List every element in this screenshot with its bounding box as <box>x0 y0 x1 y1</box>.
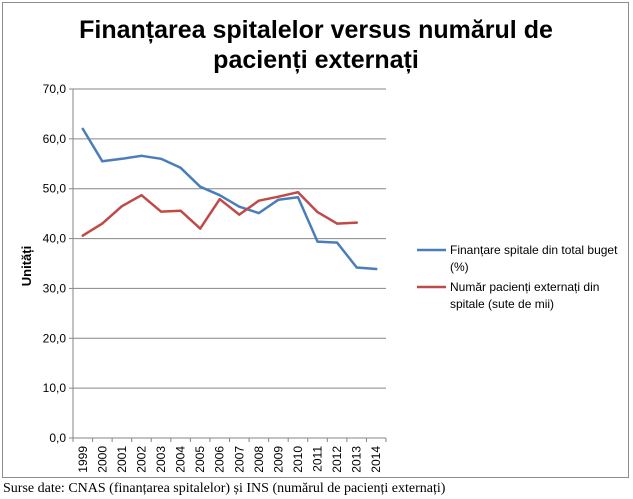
x-tick-label: 2008 <box>252 446 266 473</box>
y-axis-label: Unități <box>19 246 34 286</box>
legend-label: spitale (sute de mii) <box>450 297 554 311</box>
x-tick-label: 1999 <box>76 446 90 473</box>
x-tick-labels: 1999 2000 2001 2002 2003 2004 2005 2006 2007 2008… <box>76 446 383 473</box>
data-point <box>355 266 358 269</box>
data-point <box>277 198 280 201</box>
y-tick-label: 40,0 <box>43 232 67 246</box>
data-point <box>277 195 280 198</box>
data-point <box>199 227 202 230</box>
data-point <box>101 160 104 163</box>
x-tick-label: 2011 <box>311 446 325 472</box>
data-point <box>257 199 260 202</box>
x-tick-label: 2007 <box>232 446 246 473</box>
data-point <box>179 209 182 212</box>
data-point <box>199 185 202 188</box>
x-tick-label: 2013 <box>350 446 364 473</box>
data-point <box>81 234 85 237</box>
data-point <box>159 210 163 213</box>
y-tick-label: 20,0 <box>43 331 67 345</box>
data-point <box>218 198 221 201</box>
axes <box>72 89 387 442</box>
series-line-1 <box>81 127 378 271</box>
x-tick-label: 2002 <box>134 446 148 473</box>
y-tick-label: 10,0 <box>43 381 67 395</box>
data-point <box>140 194 143 197</box>
y-tick-label: 60,0 <box>43 132 67 146</box>
x-tick-label: 2012 <box>330 446 344 473</box>
data-point <box>238 205 241 208</box>
x-tick-label: 2001 <box>115 446 129 473</box>
chart-title-line: pacienți externați <box>213 46 419 74</box>
y-tick-labels: 0,0 10,0 20,0 30,0 40,0 50,0 60,0 70,0 <box>43 82 67 445</box>
data-point <box>179 166 182 169</box>
data-point <box>81 127 85 131</box>
y-tick-label: 70,0 <box>43 82 67 96</box>
legend-label: Număr pacienți externați din <box>450 280 599 294</box>
y-tick-label: 30,0 <box>43 281 67 295</box>
data-point <box>316 240 319 243</box>
gridlines <box>69 88 386 439</box>
chart-title-line: Finanțarea spitalelor versus numărul de <box>79 16 553 44</box>
data-point <box>101 222 104 225</box>
data-point <box>335 222 339 225</box>
y-tick-label: 50,0 <box>43 182 67 196</box>
x-tick-label: 2004 <box>174 446 188 473</box>
data-point <box>257 211 260 215</box>
data-point <box>375 267 378 271</box>
data-point <box>296 191 300 194</box>
data-point <box>140 154 143 157</box>
legend: Finanțare spitale din total buget (%) Numă… <box>417 243 618 311</box>
x-tick-label: 2009 <box>271 446 285 473</box>
line-chart: Finanțarea spitalelor versus numărul dep… <box>19 16 618 473</box>
y-tick-label: 0,0 <box>49 431 66 445</box>
data-point <box>355 221 358 224</box>
source-note: Surse date: CNAS (finanțarea spitalelor)… <box>3 481 446 496</box>
data-point <box>238 213 241 216</box>
chart-frame: Finanțarea spitalelor versus numărul de p… <box>2 2 629 478</box>
x-tick-label: 2003 <box>154 446 168 473</box>
data-point <box>218 194 221 197</box>
chart-title: Finanțarea spitalelor versus numărul dep… <box>79 16 553 74</box>
data-point <box>296 196 300 199</box>
series-lines <box>81 127 378 271</box>
data-point <box>120 157 124 160</box>
data-point <box>316 210 319 214</box>
legend-label: Finanțare spitale din total buget <box>450 243 618 257</box>
data-point <box>335 241 339 244</box>
x-tick-label: 2000 <box>95 446 109 473</box>
legend-label: (%) <box>450 260 469 274</box>
x-tick-label: 2014 <box>369 446 383 473</box>
data-point <box>159 157 163 160</box>
x-tick-label: 2005 <box>193 446 207 473</box>
data-point <box>120 205 124 208</box>
y-axis-label: Unități <box>19 246 34 286</box>
x-tick-label: 2010 <box>291 446 305 473</box>
x-tick-label: 2006 <box>213 446 227 473</box>
